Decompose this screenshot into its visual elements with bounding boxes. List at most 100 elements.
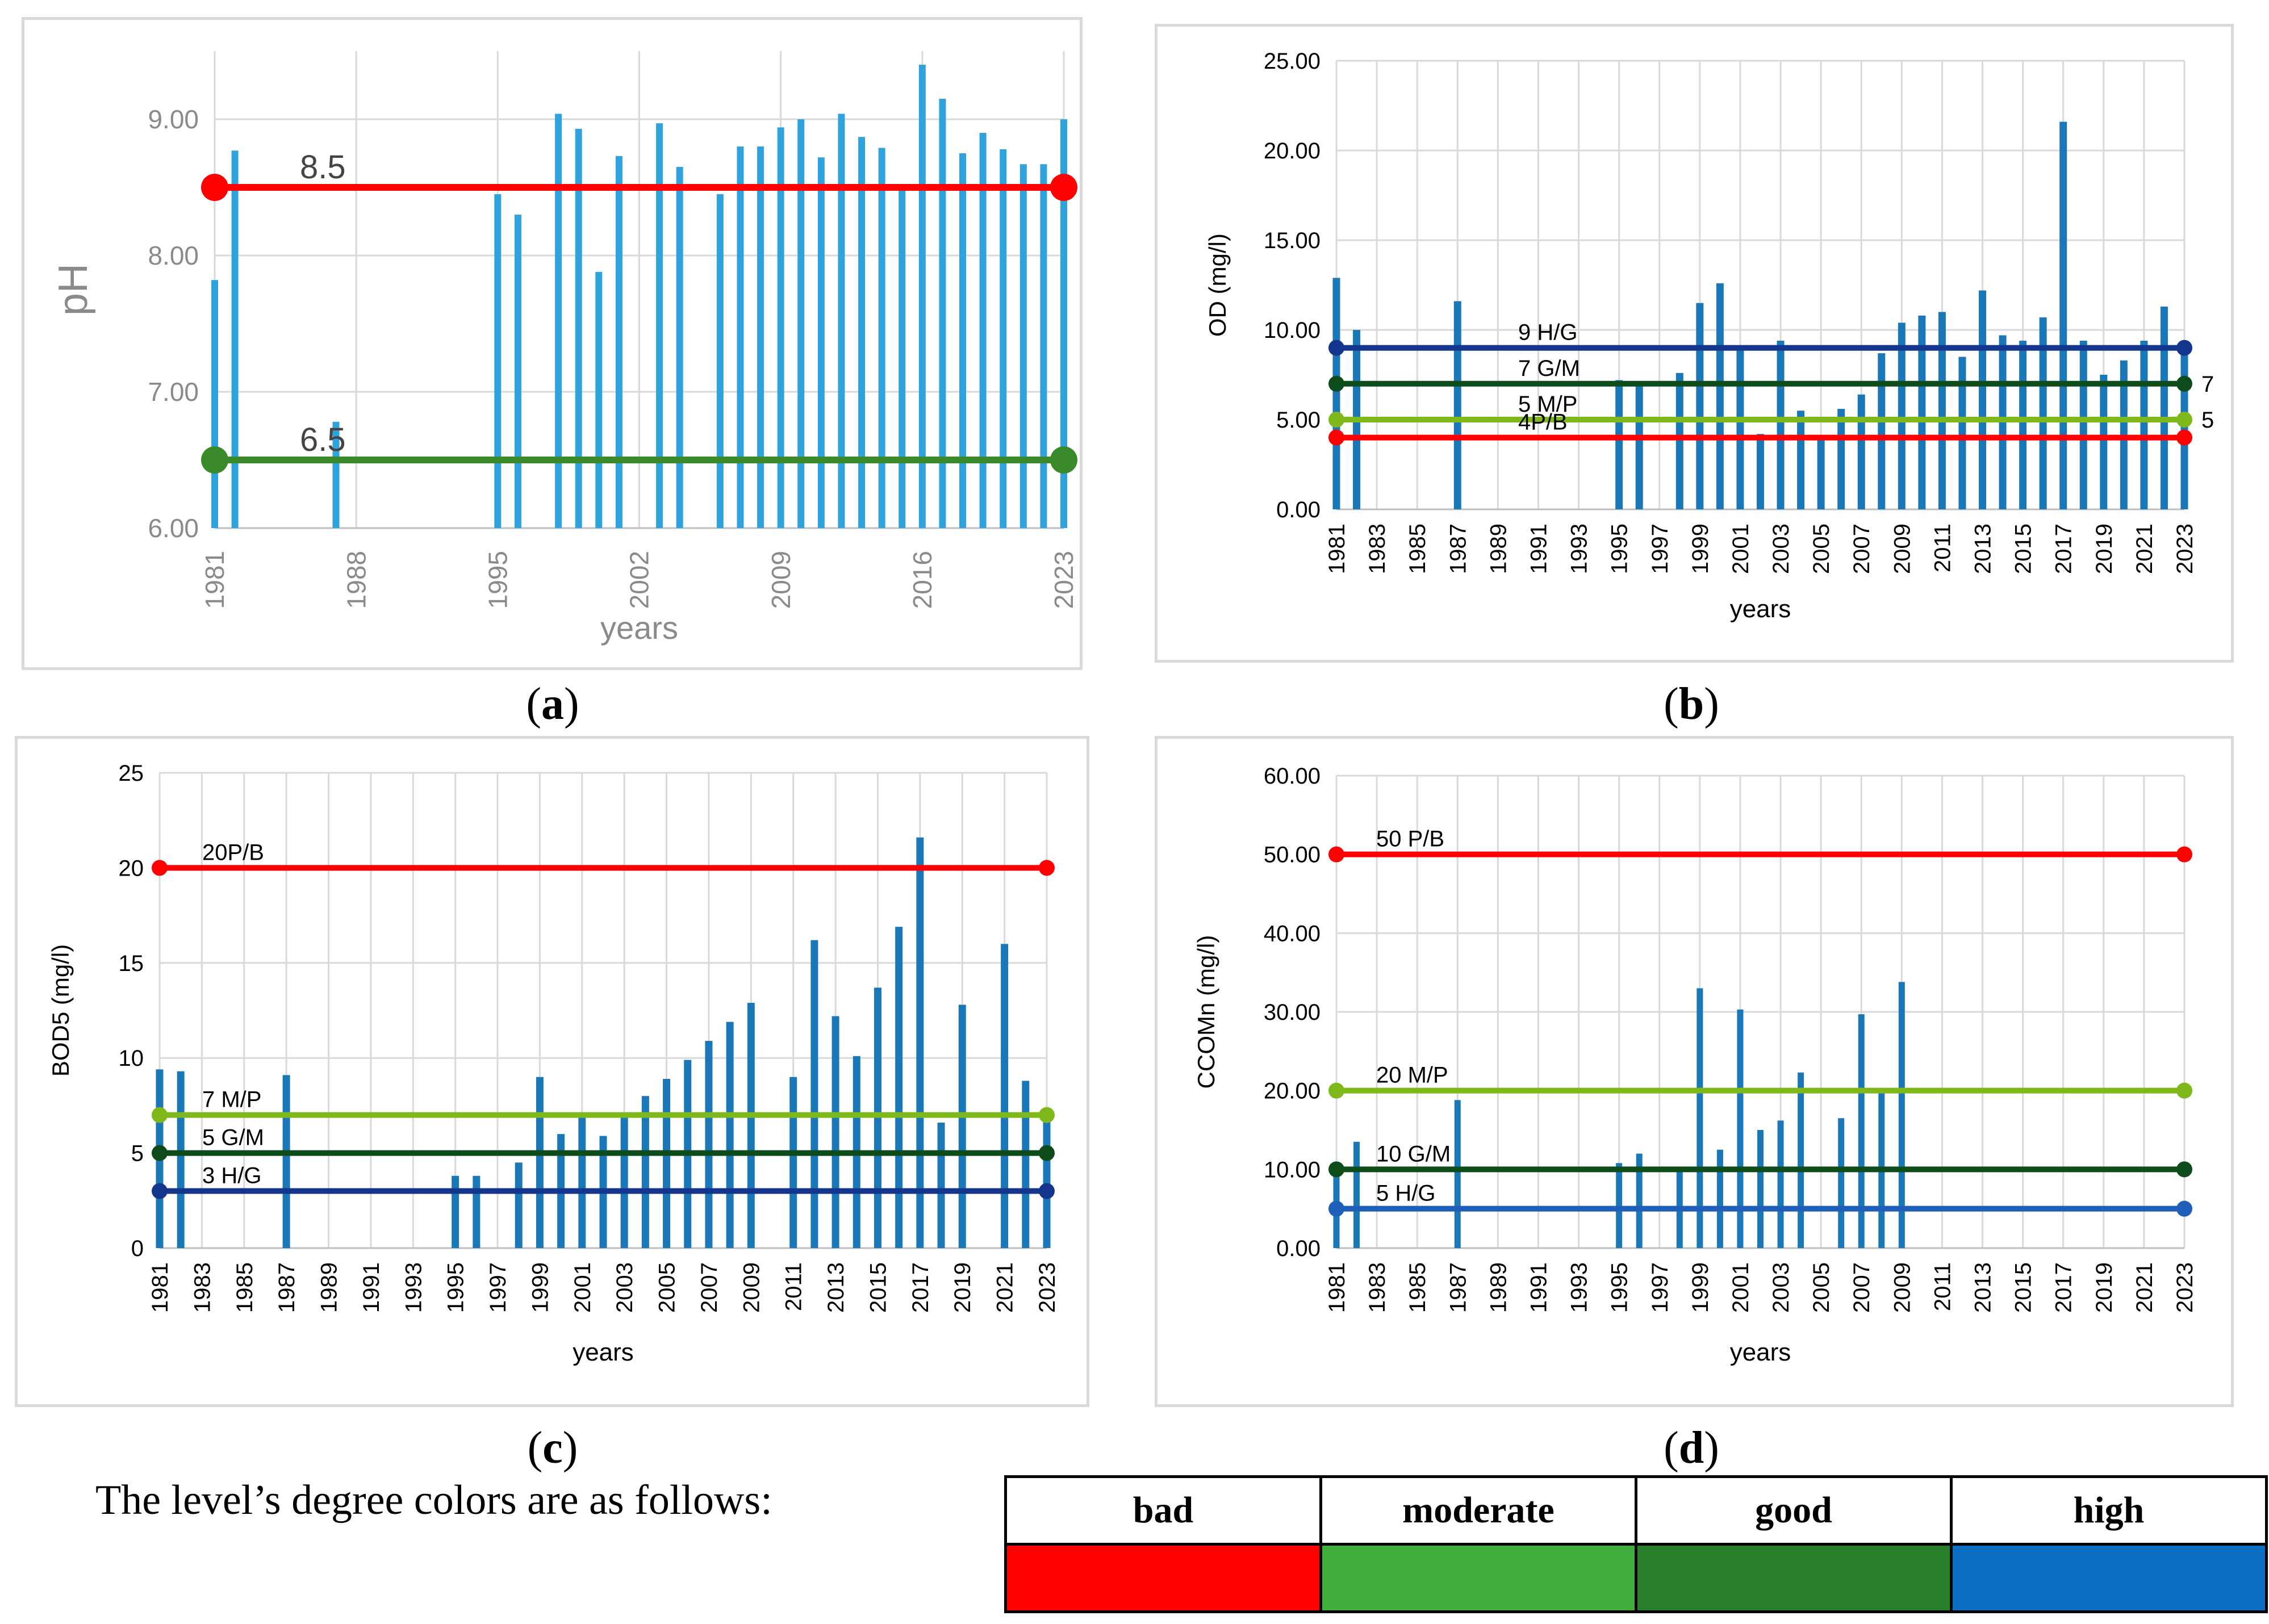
x-tick-label-c: 2015 [866, 1262, 891, 1313]
x-tick-label-d: 2021 [2132, 1262, 2157, 1313]
y-tick-label-b: 25.00 [1264, 49, 1321, 74]
bar-d-2006 [1838, 1118, 1845, 1248]
threshold-dot-end-d-3 [2176, 1200, 2192, 1217]
x-tick-label-b: 2023 [2172, 524, 2197, 574]
threshold-dot-end-b-2 [2176, 412, 2192, 428]
bar-c-1995 [452, 1175, 459, 1248]
threshold-dot-end-c-1 [1039, 1107, 1055, 1123]
y-tick-label-d: 0.00 [1276, 1236, 1321, 1261]
bar-b-1999 [1696, 303, 1704, 509]
y-tick-label-d: 20.00 [1264, 1079, 1321, 1104]
bar-a-2014 [878, 148, 885, 528]
y-tick-label-b: 0.00 [1276, 497, 1321, 522]
x-axis-title-c: years [573, 1338, 634, 1366]
x-tick-label-b: 2017 [2051, 524, 2076, 574]
threshold-label-d-2: 10 G/M [1376, 1141, 1451, 1166]
x-tick-label-b: 1997 [1648, 524, 1673, 574]
x-tick-label-d: 1995 [1607, 1262, 1632, 1313]
bar-c-2008 [726, 1022, 734, 1248]
bar-a-1982 [231, 150, 239, 528]
bar-a-2013 [858, 137, 866, 528]
y-tick-label-c: 15 [119, 951, 144, 976]
bar-c-2011 [789, 1077, 797, 1248]
x-tick-label-b: 1995 [1607, 524, 1632, 574]
x-tick-label-d: 2003 [1769, 1262, 1794, 1313]
bar-b-2012 [1958, 357, 1966, 509]
y-axis-title-c: BOD5 (mg/l) [47, 944, 74, 1077]
bar-b-2011 [1938, 312, 1946, 509]
bar-d-2002 [1757, 1130, 1764, 1248]
threshold-right-label-b-1: 7 [2201, 372, 2214, 397]
x-tick-label-d: 2013 [1971, 1262, 1996, 1313]
bar-d-2003 [1777, 1120, 1784, 1248]
x-tick-label-c: 1985 [232, 1262, 257, 1313]
x-tick-label-d: 2009 [1890, 1262, 1915, 1313]
threshold-dot-end-b-1 [2176, 375, 2192, 392]
bar-b-2018 [2079, 340, 2087, 509]
bar-c-2012 [810, 940, 818, 1248]
threshold-label-a-0: 8.5 [300, 149, 346, 186]
bar-c-2013 [831, 1016, 839, 1248]
bar-b-2005 [1817, 437, 1825, 509]
bar-c-2009 [747, 1003, 755, 1248]
x-tick-label-b: 2015 [2011, 524, 2036, 574]
bar-b-2021 [2140, 340, 2148, 509]
bar-a-2018 [959, 153, 967, 528]
bar-a-2007 [737, 147, 744, 528]
x-tick-label-c: 1981 [148, 1262, 173, 1313]
x-tick-label-c: 2011 [782, 1262, 807, 1311]
x-tick-label-b: 2009 [1890, 524, 1915, 574]
threshold-dot-end-d-1 [2176, 1082, 2192, 1099]
bar-d-2001 [1737, 1009, 1744, 1248]
threshold-label-c-0: 20P/B [202, 840, 264, 865]
bar-a-2011 [817, 157, 825, 528]
y-tick-label-b: 15.00 [1264, 228, 1321, 253]
bar-d-1999 [1696, 988, 1703, 1248]
y-axis-title-a: pH [51, 263, 96, 316]
x-tick-label-c: 2001 [570, 1262, 595, 1313]
y-tick-label-a: 8.00 [148, 241, 199, 270]
threshold-dot-start-d-0 [1328, 846, 1344, 863]
bar-b-2009 [1898, 323, 1906, 509]
threshold-dot-start-b-1 [1328, 375, 1344, 392]
x-tick-label-c: 2021 [993, 1262, 1018, 1313]
bar-d-2007 [1858, 1014, 1865, 1248]
y-axis-title-b: OD (mg/l) [1204, 233, 1231, 337]
x-tick-label-c: 2003 [612, 1262, 637, 1313]
bar-d-2000 [1716, 1149, 1723, 1248]
threshold-label-c-3: 3 H/G [202, 1163, 261, 1188]
bar-c-2018 [937, 1123, 945, 1248]
bar-b-1987 [1453, 301, 1461, 509]
x-tick-label-c: 1987 [274, 1262, 299, 1313]
legend-swatch-high [1950, 1543, 2268, 1613]
x-tick-label-c: 1999 [528, 1262, 553, 1313]
x-tick-label-b: 1987 [1445, 524, 1470, 574]
x-tick-label-c: 2013 [824, 1262, 849, 1313]
x-tick-label-b: 2021 [2132, 524, 2157, 574]
x-tick-label-d: 2015 [2011, 1262, 2036, 1313]
x-tick-label-b: 1991 [1526, 524, 1551, 574]
x-tick-label-d: 1993 [1567, 1262, 1592, 1313]
x-tick-label-b: 1989 [1486, 524, 1511, 574]
threshold-dot-start-b-0 [1328, 340, 1344, 356]
legend-swatch-moderate [1319, 1543, 1637, 1613]
x-tick-label-b: 2011 [1930, 524, 1955, 572]
bar-d-1995 [1616, 1163, 1623, 1248]
y-tick-label-b: 5.00 [1276, 408, 1321, 433]
threshold-dot-end-b-0 [2176, 340, 2192, 356]
threshold-label-b-0: 9 H/G [1518, 320, 1577, 345]
y-tick-label-c: 5 [131, 1141, 144, 1166]
bar-c-2003 [620, 1116, 628, 1248]
threshold-label-a-1: 6.5 [300, 421, 346, 458]
bar-b-2019 [2100, 375, 2108, 509]
x-axis-title-b: years [1730, 595, 1791, 623]
bar-a-2023 [1060, 119, 1067, 528]
x-tick-label-b: 1999 [1688, 524, 1713, 574]
x-tick-label-c: 2005 [655, 1262, 680, 1313]
bar-a-2012 [838, 114, 845, 528]
threshold-dot-end-b-3 [2176, 429, 2192, 446]
x-tick-label-b: 2007 [1849, 524, 1874, 574]
bar-b-2010 [1918, 315, 1926, 509]
threshold-dot-end-d-2 [2176, 1161, 2192, 1178]
x-tick-label-d: 2007 [1849, 1262, 1874, 1313]
